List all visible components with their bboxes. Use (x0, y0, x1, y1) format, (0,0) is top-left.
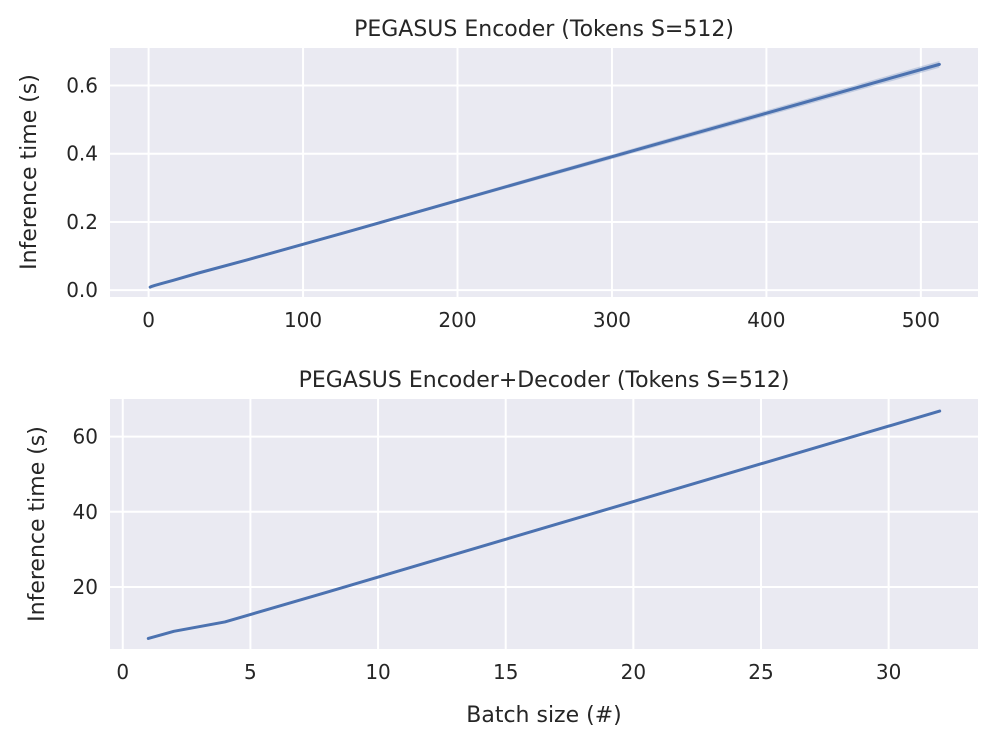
gridlines (110, 48, 978, 297)
x-tick-label: 100 (284, 308, 322, 332)
x-tick-label: 10 (365, 660, 390, 684)
y-tick-label: 0.4 (66, 142, 98, 166)
y-axis-label: Inference time (s) (17, 74, 42, 270)
gridlines (110, 399, 978, 649)
x-tick-label: 0 (142, 308, 155, 332)
chart-title: PEGASUS Encoder+Decoder (Tokens S=512) (299, 368, 790, 393)
x-axis-label: Batch size (#) (466, 703, 621, 728)
y-tick-label: 0.2 (66, 210, 98, 234)
series-layer (148, 62, 941, 289)
y-tick-labels: 20 40 60 (73, 425, 98, 599)
x-tick-label: 200 (438, 308, 476, 332)
x-tick-labels: 0 100 200 300 400 500 (142, 308, 940, 332)
encoder-decoder-subplot: 0 5 10 15 20 25 30 20 40 60 PEGASUS Encoder+Deco… (25, 368, 978, 728)
y-tick-label: 0.6 (66, 74, 98, 98)
x-tick-label: 30 (876, 660, 901, 684)
series-line (146, 409, 942, 640)
y-tick-label: 40 (73, 500, 98, 524)
x-tick-label: 400 (747, 308, 785, 332)
x-tick-label: 25 (748, 660, 773, 684)
encoder-subplot: 0 100 200 300 400 500 0.0 0.2 0.4 0.6 PEGASUS En… (17, 17, 978, 332)
y-tick-label: 0.0 (66, 278, 98, 302)
x-tick-label: 20 (621, 660, 646, 684)
x-tick-label: 500 (902, 308, 940, 332)
plot-area (110, 399, 978, 649)
y-tick-label: 20 (73, 575, 98, 599)
x-tick-label: 0 (116, 660, 129, 684)
series-layer (146, 409, 942, 640)
x-tick-label: 15 (493, 660, 518, 684)
x-tick-label: 300 (593, 308, 631, 332)
chart-title: PEGASUS Encoder (Tokens S=512) (354, 17, 734, 42)
y-axis-label: Inference time (s) (25, 426, 50, 622)
series-line (148, 62, 941, 289)
y-tick-labels: 0.0 0.2 0.4 0.6 (66, 74, 98, 303)
plot-area (110, 48, 978, 297)
x-tick-labels: 0 5 10 15 20 25 30 (116, 660, 901, 684)
y-tick-label: 60 (73, 425, 98, 449)
x-tick-label: 5 (244, 660, 257, 684)
